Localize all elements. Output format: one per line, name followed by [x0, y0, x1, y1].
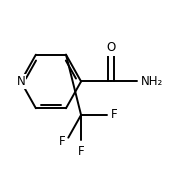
Text: N: N: [16, 75, 25, 88]
Text: F: F: [111, 108, 118, 121]
Text: F: F: [59, 135, 66, 148]
Text: NH₂: NH₂: [141, 75, 164, 88]
Text: F: F: [78, 145, 84, 158]
Text: O: O: [107, 41, 116, 54]
